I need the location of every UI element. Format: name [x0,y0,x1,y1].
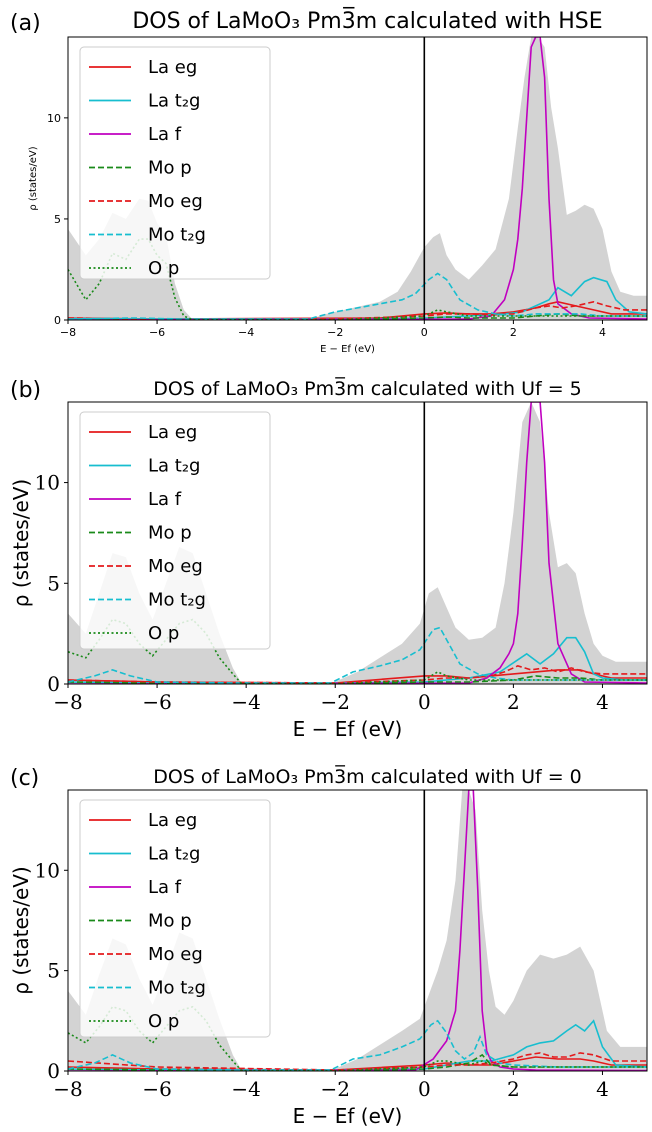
legend-entry-label: La eg [148,422,197,443]
x-tick-label: 4 [596,1077,609,1101]
legend-entry-label: Mo p [148,158,192,179]
x-tick-label: 2 [510,326,517,339]
x-tick-label: 0 [418,1077,431,1101]
y-tick-label: 5 [54,213,61,226]
legend-box [79,46,271,280]
series-line-1 [68,1019,647,1071]
legend: La eg La t₂g La f Mo p Mo eg Mo t₂g O p [79,799,271,1038]
series-line-4 [68,1052,647,1071]
legend-entry-label: La f [148,877,182,898]
x-tick-label: 2 [507,690,520,714]
panel-label: (c) [10,766,39,791]
x-tick-label: −2 [320,1077,349,1101]
total-dos-fill [68,37,647,320]
panel-b: (b) DOS of LaMoO₃ Pm3̅m calculated with U… [9,376,648,741]
axes-frame [67,36,648,321]
x-tick-label: 0 [418,690,431,714]
legend-box [79,411,271,650]
y-axis-label: ρ (states/eV) [9,479,33,607]
legend-box [79,799,271,1038]
x-tick-label: −4 [231,690,260,714]
x-tick-label: −2 [327,326,343,339]
x-tick-label: 0 [421,326,428,339]
legend-entry-label: Mo p [148,523,192,544]
legend-entry-label: La eg [148,810,197,831]
panel-title: DOS of LaMoO₃ Pm3̅m calculated with HSE [132,7,602,34]
x-tick-label: 2 [507,1077,520,1101]
legend-entry-label: Mo eg [148,191,203,212]
legend-entry-label: La f [148,124,182,145]
x-tick-label: 4 [596,690,609,714]
y-tick-label: 10 [35,471,60,495]
legend-entry-label: Mo t₂g [148,225,206,246]
y-tick-label: 10 [35,858,60,882]
panel-c: (c) DOS of LaMoO₃ Pm3̅m calculated with U… [9,764,648,1128]
legend-entry-label: La t₂g [148,91,200,112]
x-tick-label: −6 [142,690,171,714]
axes-frame [67,401,648,685]
x-tick-label: −4 [238,326,254,339]
legend-entry-label: Mo p [148,911,192,932]
panel-label: (a) [10,11,41,36]
x-tick-label: −2 [320,690,349,714]
panel-title: DOS of LaMoO₃ Pm3̅m calculated with Uf =… [153,376,582,400]
series-line-5 [68,1019,647,1071]
y-tick-label: 5 [47,959,60,983]
axes-frame [67,789,648,1072]
legend-entry-label: Mo t₂g [148,590,206,611]
series-line-2 [68,402,647,684]
legend-entry-label: O p [148,258,179,279]
y-tick-label: 5 [47,571,60,595]
series-line-2 [68,790,647,1071]
x-tick-label: −8 [53,1077,82,1101]
legend-entry-label: Mo t₂g [148,978,206,999]
x-tick-label: 4 [599,326,606,339]
x-axis-label: E − Ef (eV) [293,717,403,741]
legend-entry-label: Mo eg [148,944,203,965]
x-tick-label: −8 [60,326,76,339]
legend-entry-label: O p [148,1011,179,1032]
panel-label: (b) [10,378,41,403]
y-tick-label: 0 [54,314,61,327]
legend-entry-label: La t₂g [148,844,200,865]
legend: La eg La t₂g La f Mo p Mo eg Mo t₂g O p [79,411,271,650]
y-tick-label: 10 [47,112,61,125]
legend-entry-label: Mo eg [148,556,203,577]
panel-title: DOS of LaMoO₃ Pm3̅m calculated with Uf =… [153,764,582,788]
y-axis-label: ρ (states/eV) [28,146,39,210]
y-tick-label: 0 [47,1059,60,1083]
series-line-5 [68,626,647,684]
y-axis-label: ρ (states/eV) [9,866,33,994]
legend-entry-label: La t₂g [148,456,200,477]
x-tick-label: −6 [149,326,165,339]
x-axis-label: E − Ef (eV) [320,344,375,355]
legend: La eg La t₂g La f Mo p Mo eg Mo t₂g O p [79,46,271,280]
x-tick-label: −8 [53,690,82,714]
x-axis-label: E − Ef (eV) [293,1104,403,1128]
series-line-5 [68,272,647,320]
series-line-1 [68,276,647,320]
x-tick-label: −6 [142,1077,171,1101]
y-tick-label: 0 [47,672,60,696]
series-line-2 [68,37,647,320]
legend-entry-label: La f [148,489,182,510]
panel-a: (a) DOS of LaMoO₃ Pm3̅m calculated with H… [10,7,648,355]
legend-entry-label: La eg [148,57,197,78]
x-tick-label: −4 [231,1077,260,1101]
legend-entry-label: O p [148,623,179,644]
